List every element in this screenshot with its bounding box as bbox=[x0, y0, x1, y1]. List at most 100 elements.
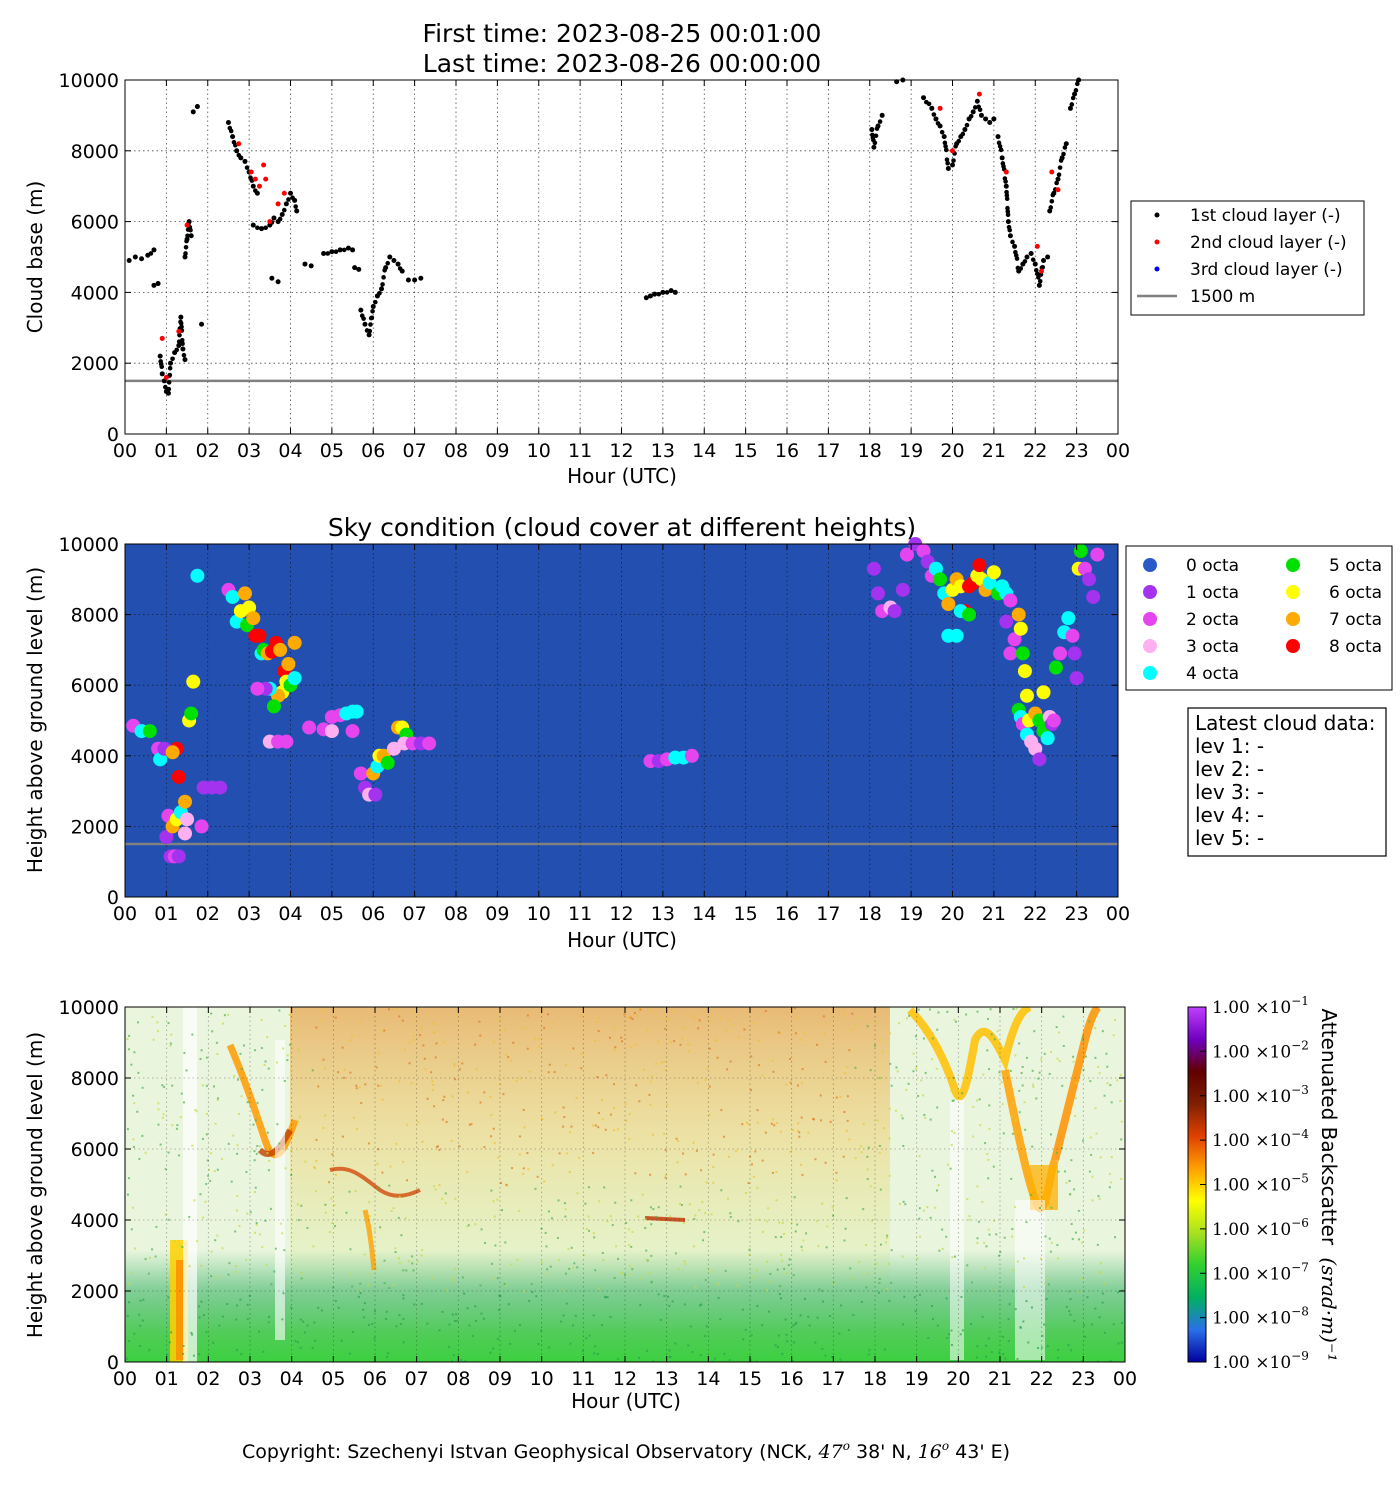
layer1-point bbox=[964, 122, 970, 128]
backscatter-speckle bbox=[205, 1331, 208, 1334]
layer1-point bbox=[190, 109, 196, 115]
x-tick-label: 04 bbox=[280, 1368, 304, 1390]
octa-point bbox=[1086, 589, 1101, 604]
backscatter-speckle bbox=[1016, 1357, 1019, 1360]
layer1-point bbox=[968, 113, 974, 119]
layer1-point bbox=[939, 129, 945, 135]
backscatter-speckle bbox=[951, 1099, 954, 1102]
backscatter-speckle bbox=[296, 1203, 299, 1206]
backscatter-speckle bbox=[334, 1173, 337, 1176]
colorbar-tick-mantissa: 1.00 ×10 bbox=[1212, 1220, 1291, 1240]
backscatter-speckle bbox=[385, 1318, 388, 1321]
layer1-point bbox=[148, 251, 154, 256]
x-tick-label: 06 bbox=[361, 903, 385, 925]
backscatter-speckle bbox=[1064, 1170, 1067, 1173]
backscatter-speckle bbox=[888, 1174, 891, 1177]
backscatter-speckle bbox=[570, 1125, 573, 1128]
x-tick-label: 00 bbox=[113, 1368, 137, 1390]
backscatter-speckle bbox=[531, 1291, 534, 1294]
backscatter-speckle bbox=[402, 1160, 405, 1163]
backscatter-speckle bbox=[138, 1157, 141, 1160]
backscatter-speckle bbox=[333, 1204, 336, 1207]
backscatter-speckle bbox=[430, 1276, 433, 1279]
backscatter-speckle bbox=[359, 1289, 362, 1292]
backscatter-speckle bbox=[234, 1265, 237, 1268]
layer1-point bbox=[358, 307, 364, 313]
backscatter-speckle bbox=[769, 1280, 772, 1283]
backscatter-speckle bbox=[1027, 1341, 1030, 1344]
backscatter-speckle bbox=[1089, 1080, 1092, 1083]
backscatter-speckle bbox=[1062, 1015, 1065, 1018]
backscatter-speckle bbox=[914, 1310, 917, 1313]
backscatter-speckle bbox=[239, 1298, 242, 1301]
backscatter-speckle bbox=[245, 1171, 248, 1174]
backscatter-speckle bbox=[166, 1353, 169, 1356]
backscatter-speckle bbox=[1113, 1019, 1116, 1022]
backscatter-speckle bbox=[267, 1169, 270, 1172]
backscatter-speckle bbox=[1023, 1257, 1026, 1260]
colorbar-tick-exponent: −1 bbox=[1291, 994, 1309, 1008]
layer1-point bbox=[1049, 198, 1055, 204]
backscatter-speckle bbox=[540, 1329, 543, 1332]
backscatter-speckle bbox=[866, 1025, 869, 1028]
backscatter-speckle bbox=[198, 1353, 201, 1356]
backscatter-speckle bbox=[179, 1116, 182, 1119]
backscatter-speckle bbox=[799, 1314, 802, 1317]
layer1-point bbox=[996, 140, 1002, 146]
backscatter-speckle bbox=[808, 1324, 811, 1327]
layer1-point bbox=[176, 343, 182, 348]
backscatter-speckle bbox=[1007, 1340, 1010, 1343]
backscatter-speckle bbox=[960, 1295, 963, 1298]
backscatter-speckle bbox=[498, 1018, 501, 1021]
backscatter-speckle bbox=[628, 1244, 631, 1247]
backscatter-speckle bbox=[792, 1324, 795, 1327]
layer1-point bbox=[987, 119, 993, 125]
layer2-point bbox=[1003, 169, 1009, 175]
layer2-point bbox=[184, 222, 190, 228]
backscatter-speckle bbox=[302, 1320, 305, 1323]
colorbar-tick-exponent: −2 bbox=[1291, 1038, 1309, 1052]
backscatter-speckle bbox=[831, 1355, 834, 1358]
backscatter-speckle bbox=[593, 1236, 596, 1239]
backscatter-speckle bbox=[300, 1271, 303, 1274]
backscatter-speckle bbox=[312, 1245, 315, 1248]
backscatter-speckle bbox=[728, 1358, 731, 1361]
backscatter-speckle bbox=[771, 1171, 774, 1174]
backscatter-speckle bbox=[671, 1300, 674, 1303]
backscatter-speckle bbox=[951, 1256, 954, 1259]
backscatter-speckle bbox=[547, 1210, 550, 1213]
octa-point bbox=[177, 794, 192, 809]
backscatter-speckle bbox=[527, 1168, 530, 1171]
backscatter-speckle bbox=[993, 1288, 996, 1291]
backscatter-speckle bbox=[792, 1341, 795, 1344]
backscatter-speckle bbox=[351, 1285, 354, 1288]
backscatter-speckle bbox=[451, 1095, 454, 1098]
backscatter-speckle bbox=[167, 1151, 170, 1154]
backscatter-speckle bbox=[377, 1148, 380, 1151]
backscatter-speckle bbox=[785, 1333, 788, 1336]
layer1-point bbox=[872, 140, 878, 146]
backscatter-speckle bbox=[505, 1053, 508, 1056]
backscatter-speckle bbox=[945, 1297, 948, 1300]
backscatter-speckle bbox=[348, 1190, 351, 1193]
backscatter-speckle bbox=[480, 1228, 483, 1231]
x-tick-label: 10 bbox=[527, 903, 551, 925]
backscatter-speckle bbox=[719, 1318, 722, 1321]
backscatter-speckle bbox=[757, 1218, 760, 1221]
backscatter-speckle bbox=[1120, 1177, 1123, 1180]
backscatter-speckle bbox=[878, 1291, 881, 1294]
layer2-point bbox=[275, 201, 281, 207]
backscatter-speckle bbox=[679, 1185, 682, 1188]
octa-point bbox=[1015, 646, 1030, 661]
backscatter-speckle bbox=[398, 1080, 401, 1083]
backscatter-speckle bbox=[240, 1353, 243, 1356]
backscatter-speckle bbox=[202, 1216, 205, 1219]
backscatter-speckle bbox=[708, 1047, 711, 1050]
backscatter-speckle bbox=[744, 1328, 747, 1331]
backscatter-speckle bbox=[684, 1262, 687, 1265]
backscatter-speckle bbox=[214, 1122, 217, 1125]
backscatter-speckle bbox=[597, 1017, 600, 1020]
y-tick-label: 8000 bbox=[71, 141, 119, 163]
backscatter-speckle bbox=[267, 1321, 270, 1324]
legend-marker-layer3 bbox=[1154, 266, 1160, 272]
